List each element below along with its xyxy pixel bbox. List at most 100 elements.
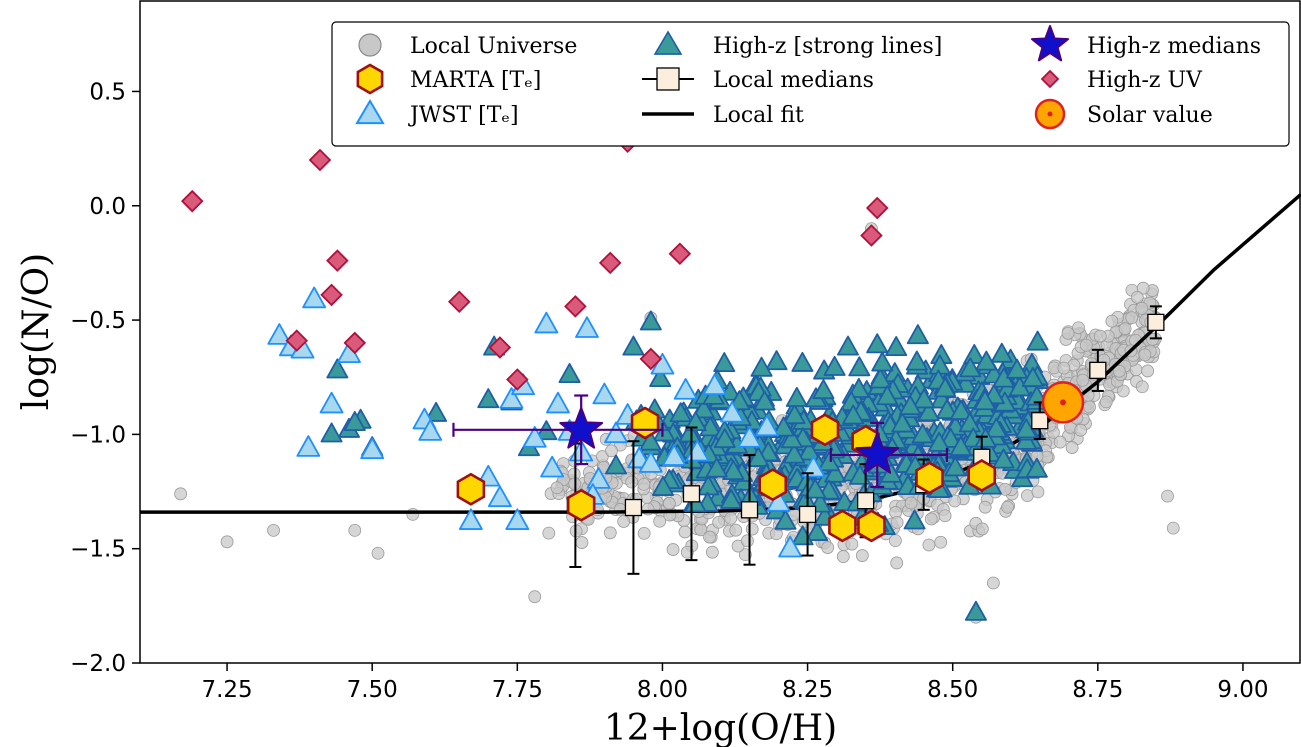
highz-median-point (855, 431, 900, 474)
local-universe-point (738, 548, 752, 562)
strong-lines-point (425, 401, 448, 422)
jwst-point (458, 508, 483, 530)
local-universe-point (1093, 329, 1107, 343)
local-median-point (1089, 361, 1107, 380)
local-universe-point (1135, 380, 1149, 394)
strong-lines-point (1021, 366, 1044, 387)
strong-lines-point (917, 401, 940, 422)
y-tick-label: −1.0 (70, 422, 126, 448)
strong-lines-point (912, 388, 936, 409)
highz-uv-point (865, 196, 889, 220)
y-axis-ticks: −2.0 −1.5 −1.0 −0.5 0.0 0.5 (70, 79, 140, 677)
local-universe-point (1099, 395, 1113, 409)
y-tick-label: −2.0 (70, 651, 126, 677)
local-universe-point (174, 487, 188, 501)
local-universe-point (821, 541, 835, 554)
local-median-point (798, 505, 817, 524)
strong-lines-point (772, 416, 795, 437)
jwst-point (546, 391, 570, 414)
local-universe-point (1061, 326, 1075, 340)
marta-point (967, 459, 997, 493)
strong-lines-point (903, 509, 926, 530)
legend-local-marker (358, 33, 382, 57)
strong-lines-point (558, 363, 581, 383)
highz-medians (452, 394, 948, 489)
strong-lines-point (669, 402, 692, 423)
local-universe-point (575, 536, 589, 549)
legend-label-jwst: JWST [Tₑ] (408, 103, 519, 128)
local-universe-point (267, 524, 280, 537)
strong-lines-point (653, 421, 676, 442)
local-universe-point (1083, 400, 1096, 414)
jwst-point (755, 414, 779, 437)
legend-marta-marker (356, 63, 384, 95)
local-universe-point (904, 496, 918, 510)
strong-lines-point (684, 411, 707, 432)
strong-lines-point (992, 448, 1015, 469)
local-universe-point (924, 512, 938, 526)
x-axis-label: 12+log(O/H) (604, 708, 837, 747)
strong-lines-point (622, 335, 645, 356)
strong-lines-point (1005, 358, 1029, 379)
local-universe-point (371, 546, 385, 560)
strong-lines-point (765, 350, 788, 371)
local-universe-point (605, 444, 618, 458)
local-median-point (1031, 412, 1049, 430)
strong-lines-point (891, 412, 914, 433)
x-tick-label: 7.25 (201, 677, 252, 703)
strong-lines-point (885, 336, 908, 357)
local-universe-point (1141, 364, 1155, 378)
local-universe-point (1112, 364, 1126, 378)
strong-lines-point (911, 423, 934, 444)
strong-lines-point (783, 404, 806, 425)
jwst-point (737, 426, 762, 448)
marta-point (758, 468, 788, 502)
local-universe-point (1166, 521, 1180, 535)
y-tick-label: −1.5 (70, 537, 126, 563)
strong-lines-point (958, 412, 981, 433)
jwst-point (592, 382, 617, 405)
strong-lines-point (823, 355, 846, 376)
marta-points (456, 406, 997, 543)
jwst-point (296, 435, 321, 457)
solar-value-dot (1059, 399, 1066, 406)
x-tick-label: 8.75 (1072, 677, 1123, 703)
local-universe-point (890, 556, 904, 570)
strong-lines-point (713, 428, 736, 449)
highz-uv-point (308, 148, 332, 172)
legend-localmed-marker (656, 67, 680, 91)
strong-lines-point (639, 310, 662, 331)
strong-lines-point (718, 380, 742, 401)
jwst-point (575, 316, 599, 338)
strong-lines-point (964, 600, 987, 621)
local-universe-point (1001, 500, 1014, 514)
highz-uv-point (639, 347, 663, 371)
strong-lines-point (990, 342, 1013, 363)
strong-lines-point (651, 476, 675, 496)
marta-point (857, 509, 886, 543)
strong-lines-point (905, 350, 928, 371)
strong-lines-point (639, 430, 662, 451)
strong-lines-point (985, 417, 1008, 438)
local-universe-point (1118, 322, 1132, 336)
local-universe-point (662, 497, 676, 510)
local-universe-point (1136, 281, 1150, 295)
local-universe-point (1057, 361, 1071, 375)
jwst-point (801, 455, 826, 478)
strong-lines-point (824, 462, 847, 483)
marta-point (915, 461, 944, 495)
x-tick-label: 8.00 (637, 677, 688, 703)
legend-label-local: Local Universe (410, 34, 577, 59)
local-universe-point (922, 538, 936, 552)
strong-lines-point (753, 390, 776, 411)
strong-lines-point (678, 422, 701, 443)
legend-label-solar: Solar value (1087, 103, 1213, 128)
strong-lines-point (818, 451, 841, 472)
marta-point (566, 488, 596, 522)
strong-lines-point (935, 399, 959, 420)
y-tick-label: 0.5 (89, 79, 126, 105)
strong-lines-point (722, 460, 745, 480)
local-universe-point (845, 537, 859, 551)
local-universe-point (603, 526, 617, 540)
